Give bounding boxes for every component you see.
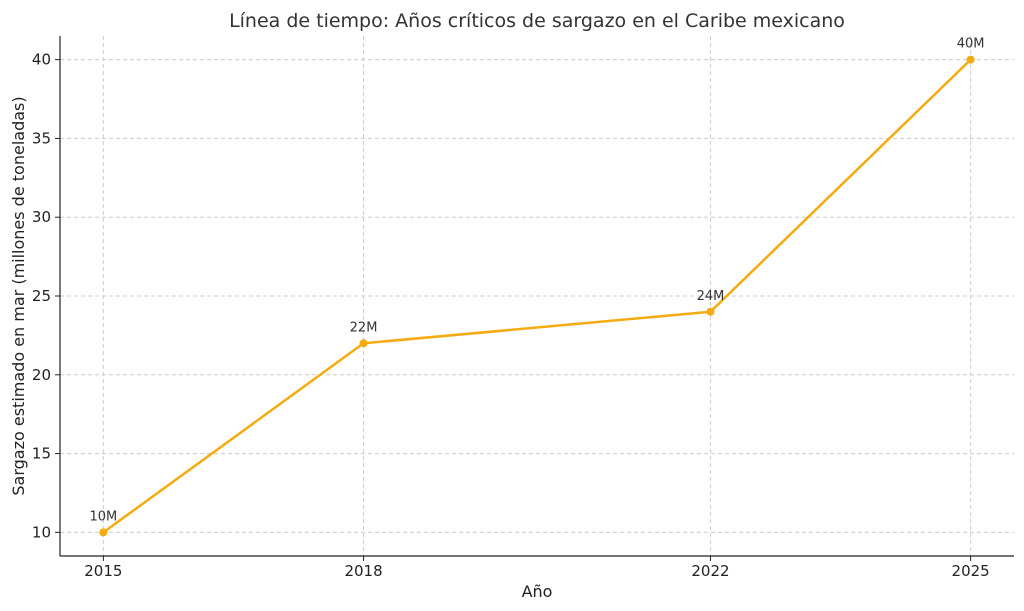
x-axis-label: Año (522, 582, 553, 601)
grid-lines (60, 36, 1014, 556)
data-label: 24M (697, 289, 725, 304)
x-tick-label: 2022 (691, 562, 729, 580)
y-tick-label: 40 (32, 51, 51, 69)
data-point (966, 55, 975, 64)
series-layer (99, 55, 975, 537)
y-tick-label: 25 (32, 287, 51, 305)
y-tick-label: 10 (32, 523, 51, 541)
y-tick-label: 15 (32, 445, 51, 463)
y-tick-label: 35 (32, 129, 51, 147)
y-tick-label: 30 (32, 208, 51, 226)
data-labels: 10M 22M 24M 40M (89, 37, 984, 525)
y-axis-label: Sargazo estimado en mar (millones de ton… (9, 96, 28, 495)
x-tick-label: 2018 (344, 562, 382, 580)
data-label: 40M (957, 37, 985, 52)
data-label: 22M (350, 320, 378, 335)
y-tick-label: 20 (32, 366, 51, 384)
chart-title: Línea de tiempo: Años críticos de sargaz… (229, 10, 845, 32)
x-tick-label: 2015 (84, 562, 122, 580)
data-point (359, 339, 368, 348)
data-point (99, 528, 108, 537)
data-label: 10M (89, 509, 117, 524)
data-point (706, 307, 715, 316)
x-tick-label: 2025 (952, 562, 990, 580)
series-line (102, 58, 972, 534)
